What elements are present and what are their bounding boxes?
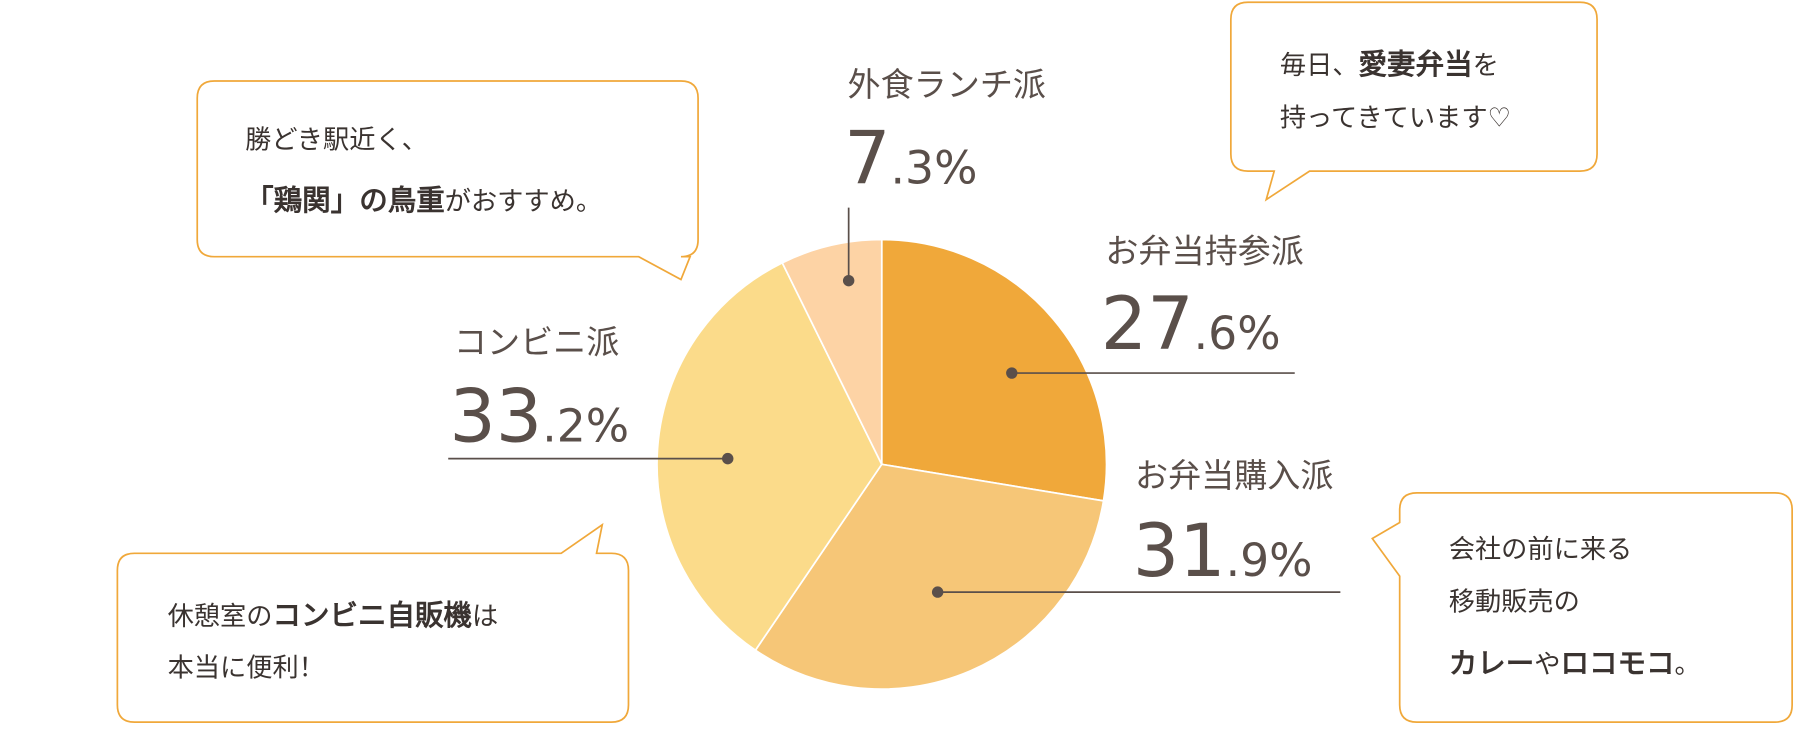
value-label: 33.2%	[449, 375, 629, 460]
callout-text: 会社の前に来る	[1449, 535, 1633, 565]
value-label-part: .9%	[1226, 534, 1313, 587]
value-label-part: .2%	[542, 400, 629, 453]
leader-dot	[842, 274, 855, 287]
callout-text: 持ってきています♡	[1280, 104, 1511, 134]
value-label-part: 31	[1133, 509, 1226, 594]
value-label-part: 7	[844, 117, 890, 202]
callout-text: 「鶏関」の鳥重がおすすめ。	[245, 184, 602, 217]
category-label: コンビニ派	[454, 323, 619, 362]
leader-dot	[1006, 367, 1018, 379]
callout-text: 休憩室の	[168, 602, 273, 632]
category-label: お弁当購入派	[1135, 456, 1333, 495]
callout-text: カレーやロコモコ。	[1449, 647, 1701, 680]
callout-text: 本当に便利！	[168, 654, 325, 684]
callout-text: 。	[1675, 650, 1701, 680]
value-label-part: .3%	[891, 142, 978, 195]
category-label: 外食ランチ派	[848, 65, 1046, 104]
pie-slice	[754, 463, 1105, 690]
callout-text: 毎日、愛妻弁当を	[1280, 48, 1499, 81]
value-label: 27.6%	[1101, 282, 1281, 367]
callout-text: カレー	[1449, 647, 1535, 680]
callout-text: や	[1534, 650, 1560, 680]
pie-slice	[656, 261, 883, 652]
callout-text: 「鶏関」の鳥重	[245, 184, 445, 217]
callout-text: 毎日、	[1280, 51, 1359, 81]
speech-bubble	[1229, 1, 1598, 202]
value-label-part: .6%	[1194, 307, 1281, 360]
callout-text: を	[1473, 51, 1499, 81]
callout-text: 会社の前に来る	[1449, 535, 1633, 565]
callout-text: 本当に便利！	[168, 654, 325, 684]
leader-dot	[931, 586, 944, 598]
callout-text: 移動販売の	[1449, 587, 1580, 617]
speech-bubble	[196, 80, 699, 281]
callout-text: ロコモコ	[1561, 647, 1675, 680]
value-label: 7.3%	[844, 117, 977, 202]
pie-slice	[781, 238, 883, 465]
pie	[656, 238, 1108, 690]
callout-text: コンビニ自販機	[272, 599, 472, 632]
category-label: お弁当持参派	[1105, 231, 1303, 270]
callout-text: 休憩室のコンビニ自販機は	[168, 599, 499, 632]
callout-text: 持ってきています♡	[1280, 104, 1511, 134]
speech-bubble	[1371, 491, 1793, 724]
callout-text: がおすすめ。	[445, 187, 602, 217]
value-label-part: 33	[449, 375, 542, 460]
callout-text: 勝どき駅近く、	[245, 125, 428, 155]
value-label: 31.9%	[1133, 509, 1313, 594]
pie-slice	[880, 238, 1108, 502]
value-label-part: 27	[1101, 282, 1194, 367]
callout-text: は	[472, 602, 498, 632]
callout-text: 勝どき駅近く、	[245, 125, 428, 155]
callout-text: 愛妻弁当	[1359, 48, 1473, 81]
callout-text: 移動販売の	[1449, 587, 1580, 617]
speech-bubble	[116, 522, 630, 724]
leader-dot	[722, 452, 734, 465]
